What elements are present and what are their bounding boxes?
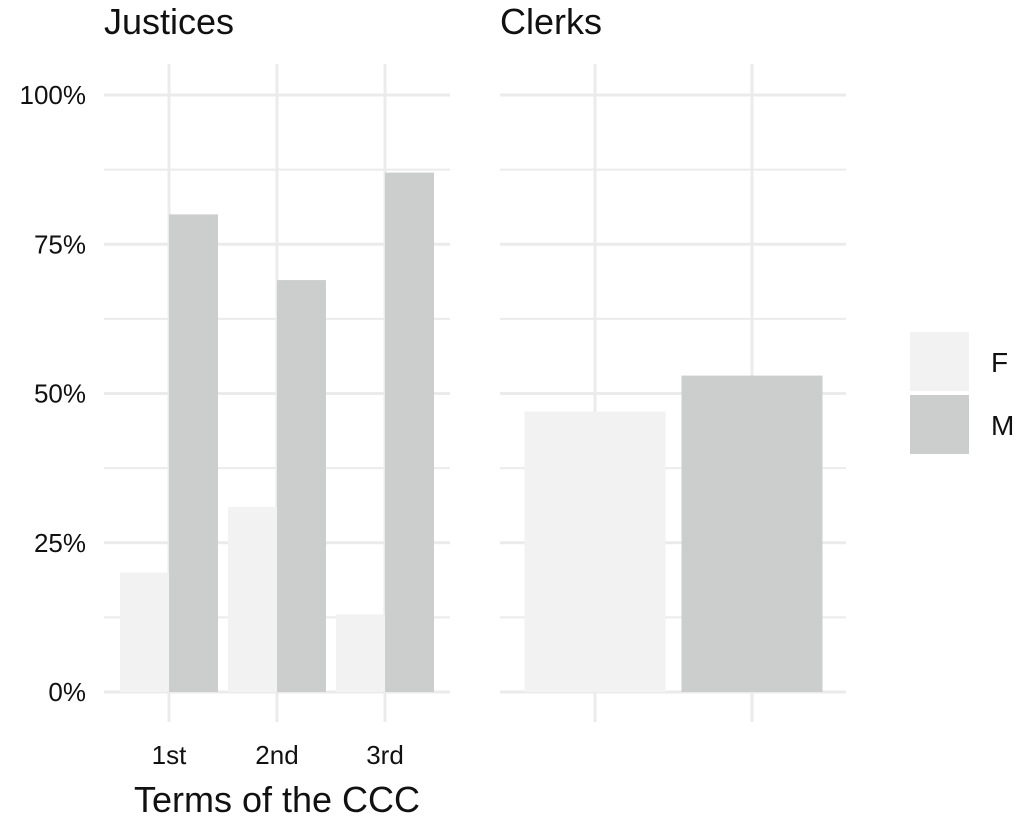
x-tick-label: 1st — [152, 740, 187, 770]
panel-title-justices: Justices — [104, 1, 234, 42]
bar-f-2nd — [228, 506, 277, 692]
y-tick-label: 50% — [34, 379, 86, 409]
bar-f-3rd — [336, 614, 385, 692]
y-tick-label: 0% — [48, 677, 86, 707]
y-tick-label: 25% — [34, 528, 86, 558]
bars-justices — [120, 172, 434, 693]
legend: FM — [910, 332, 1014, 454]
bar-m-2nd — [277, 280, 326, 692]
bar-f-1st — [120, 572, 169, 692]
y-axis-ticks: 0% 25% 50% 75% 100% — [20, 80, 87, 707]
x-axis-title: Terms of the CCC — [134, 779, 420, 820]
bar-m-1st — [169, 214, 218, 692]
legend-key-m — [910, 395, 969, 454]
panel-justices: 0% 25% 50% 75% 100% 1st 2nd 3rd Justices Terms… — [20, 1, 450, 820]
legend-label-m: M — [991, 410, 1014, 441]
bar-clerks-f — [524, 411, 666, 692]
x-tick-label: 2nd — [255, 740, 298, 770]
x-tick-label: 3rd — [366, 740, 404, 770]
y-tick-label: 75% — [34, 229, 86, 259]
panel-title-clerks: Clerks — [500, 1, 602, 42]
legend-label-f: F — [991, 347, 1008, 378]
bar-clerks-m — [681, 375, 823, 692]
bars-clerks — [524, 375, 823, 692]
y-tick-label: 100% — [20, 80, 87, 110]
legend-key-f — [910, 332, 969, 391]
bar-m-3rd — [385, 172, 434, 693]
x-axis-ticks: 1st 2nd 3rd — [152, 740, 404, 770]
panel-clerks: Clerks — [500, 1, 846, 722]
